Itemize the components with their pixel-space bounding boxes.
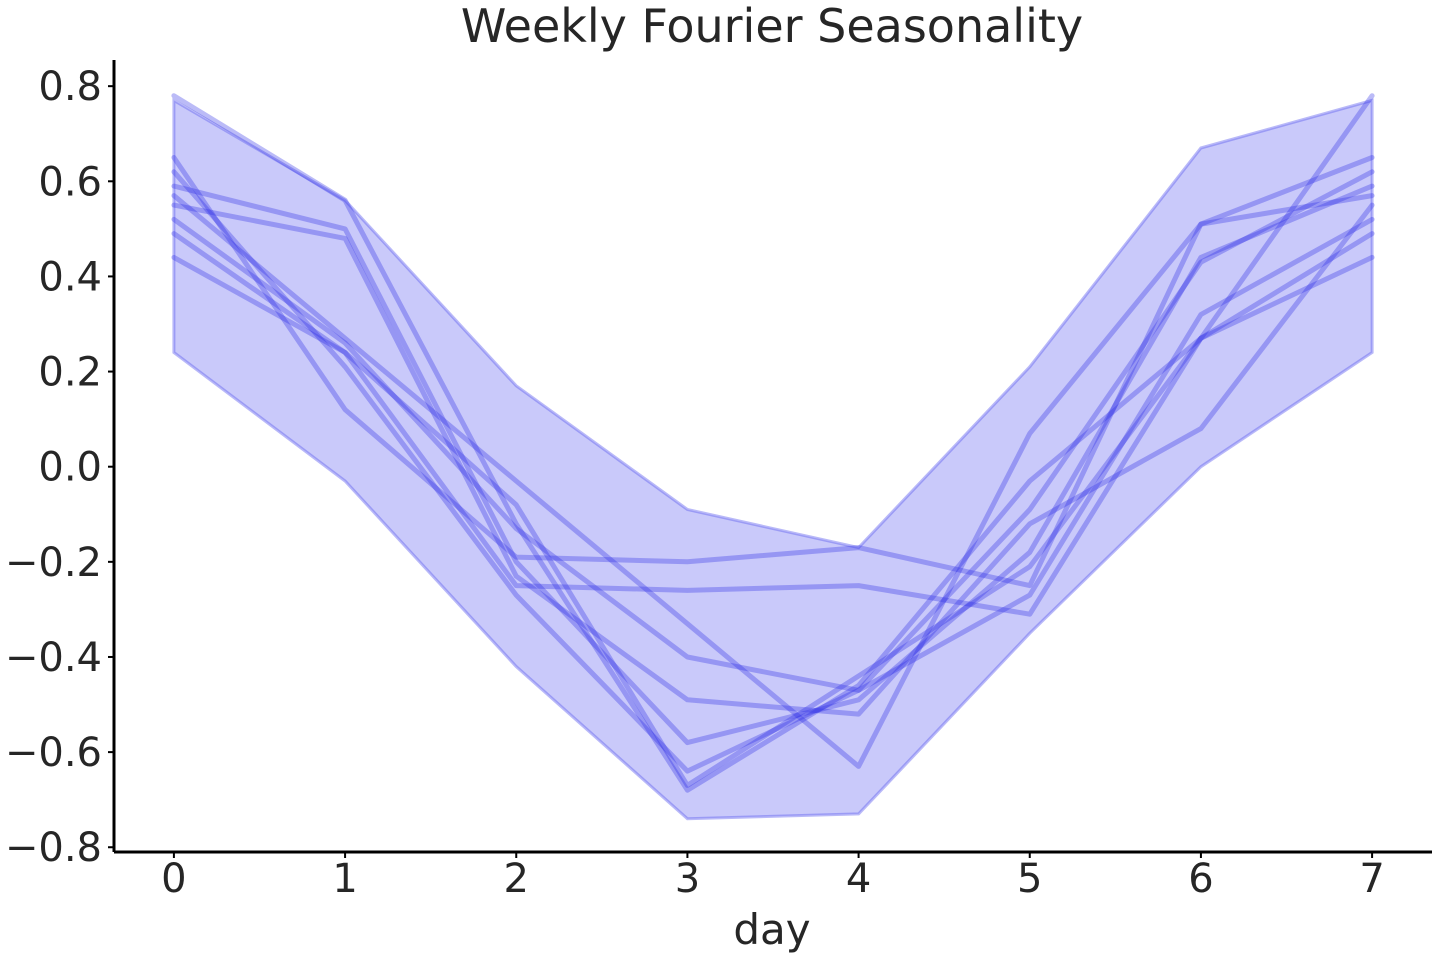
y-tick-label: 0.0 — [38, 445, 102, 491]
series-line-9 — [171, 254, 1375, 617]
y-tick-label: 0.6 — [38, 159, 102, 205]
y-tick-label: 0.8 — [38, 64, 102, 110]
x-tick-labels: 0 1 2 3 4 5 6 7 — [161, 852, 1385, 902]
y-tick-label: 0.4 — [38, 254, 102, 300]
x-tick-label: 4 — [846, 856, 871, 902]
y-tick-labels: −0.8 −0.6 −0.4 −0.2 0.0 0.2 0.4 0.6 0.8 — [5, 64, 114, 871]
uncertainty-band — [172, 97, 1374, 821]
series-line-8 — [171, 231, 1375, 788]
y-tick-label: −0.6 — [5, 730, 102, 776]
uncertainty-band-group — [172, 97, 1374, 821]
x-tick-label: 3 — [675, 856, 700, 902]
x-axis-label: day — [733, 905, 810, 954]
series-line-7 — [171, 216, 1375, 693]
y-tick-label: −0.4 — [5, 635, 102, 681]
series-line-5 — [171, 193, 1375, 769]
series-lines-group — [171, 93, 1375, 793]
x-tick-label: 5 — [1017, 856, 1042, 902]
series-line-4 — [171, 183, 1375, 746]
y-tick-label: −0.8 — [5, 825, 102, 871]
x-tick-label: 7 — [1359, 856, 1384, 902]
x-tick-label: 1 — [332, 856, 357, 902]
y-tick-label: 0.2 — [38, 350, 102, 396]
x-tick-label: 2 — [504, 856, 529, 902]
chart-title: Weekly Fourier Seasonality — [461, 0, 1083, 53]
x-tick-label: 0 — [161, 856, 186, 902]
series-line-3 — [171, 169, 1375, 774]
series-line-1 — [171, 93, 1375, 793]
x-tick-label: 6 — [1188, 856, 1213, 902]
series-line-2 — [171, 155, 1375, 589]
y-tick-label: −0.2 — [5, 540, 102, 586]
series-line-6 — [171, 202, 1375, 717]
